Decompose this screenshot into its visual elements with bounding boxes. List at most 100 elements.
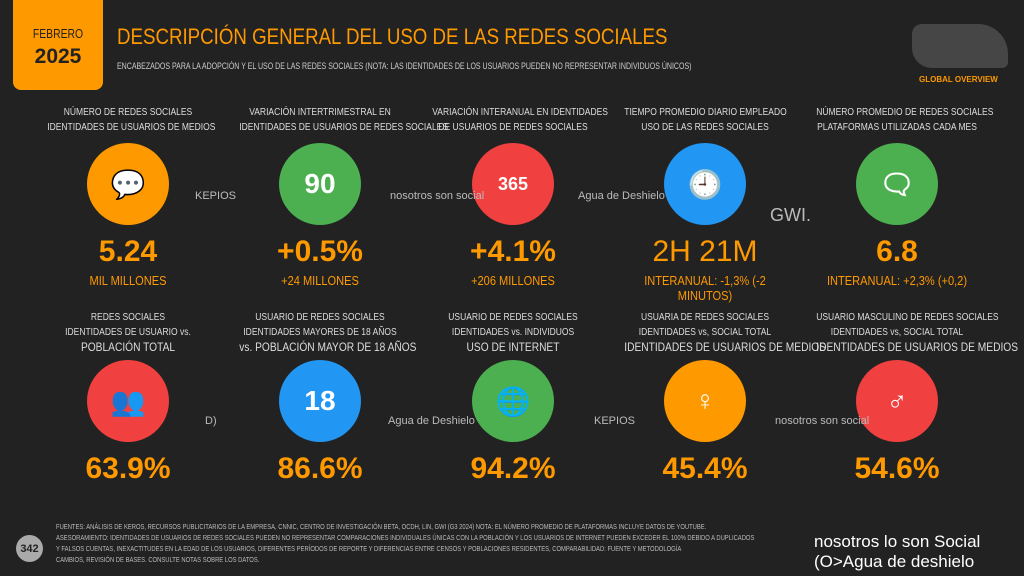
page-subtitle: ENCABEZADOS PARA LA ADOPCIÓN Y EL USO DE… xyxy=(117,61,692,71)
stat-subvalue: MIL MILLONES xyxy=(89,273,167,288)
stat-label: USUARIO DE REDES SOCIALES IDENTIDADES MA… xyxy=(239,310,416,358)
label-line: IDENTIDADES DE USUARIOS DE MEDIOS xyxy=(624,340,827,354)
stat-value: 94.2% xyxy=(470,452,556,485)
calendar-90-icon: 90 xyxy=(279,143,361,225)
calendar-365-icon: 365 xyxy=(472,143,554,225)
stat-value: 5.24 xyxy=(98,235,158,268)
stat-card: USUARIO DE REDES SOCIALES IDENTIDADES MA… xyxy=(225,310,416,490)
partner-logo: Agua de Deshielo xyxy=(388,415,475,427)
partner-logo: D) xyxy=(205,415,217,427)
footer-notes: FUENTES: ANÁLISIS DE KEROS, RECURSOS PUB… xyxy=(56,521,836,565)
footer-line: FUENTES: ANÁLISIS DE KEROS, RECURSOS PUB… xyxy=(56,522,707,531)
stat-card: NÚMERO DE REDES SOCIALES IDENTIDADES DE … xyxy=(33,105,223,288)
global-overview-label: GLOBAL OVERVIEW xyxy=(919,75,998,84)
footer-line: Y FALSOS CUENTAS, INEXACTITUDES EN LA ED… xyxy=(56,544,682,553)
stat-subvalue: +206 MILLONES xyxy=(471,273,555,288)
stat-subvalue: INTERANUAL: +2,3% (+0,2) xyxy=(826,273,968,288)
adults-18-icon: 18 xyxy=(279,360,361,442)
stat-label: NÚMERO PROMEDIO DE REDES SOCIALES PLATAF… xyxy=(816,105,994,153)
label-line: USUARIA DE REDES SOCIALES xyxy=(640,312,770,323)
female-icon: ♀ xyxy=(664,360,746,442)
stat-subvalue: +24 MILLONES xyxy=(281,273,359,288)
icon-glyph: 18 xyxy=(304,385,336,416)
label-line: NÚMERO PROMEDIO DE REDES SOCIALES xyxy=(816,107,994,118)
label-line: POBLACIÓN TOTAL xyxy=(80,340,176,354)
icon-glyph: 🕘 xyxy=(687,168,723,200)
label-line: DE USUARIOS DE REDES SOCIALES xyxy=(438,122,588,133)
stat-value: 6.8 xyxy=(876,235,918,268)
label-line: NÚMERO DE REDES SOCIALES xyxy=(63,107,193,118)
chat-bubbles-icon: 💬 xyxy=(87,143,169,225)
stat-card: NÚMERO PROMEDIO DE REDES SOCIALES PLATAF… xyxy=(802,105,994,288)
stat-value: 86.6% xyxy=(277,452,363,485)
month: FEBRERO xyxy=(32,26,84,41)
stat-card: USUARIO DE REDES SOCIALES IDENTIDADES vs… xyxy=(418,310,608,490)
label-line: VARIACIÓN INTERTRIMESTRAL EN xyxy=(249,107,391,118)
stat-value: 54.6% xyxy=(854,452,940,485)
stat-value: 63.9% xyxy=(85,452,171,485)
label-line: IDENTIDADES vs. INDIVIDUOS xyxy=(451,327,575,338)
icon-glyph: 🗨 xyxy=(879,168,915,200)
stat-card: TIEMPO PROMEDIO DIARIO EMPLEADO USO DE L… xyxy=(610,105,800,303)
label-line: IDENTIDADES DE USUARIO vs. xyxy=(65,327,191,338)
stat-label: TIEMPO PROMEDIO DIARIO EMPLEADO USO DE L… xyxy=(624,105,786,153)
label-line: IDENTIDADES DE USUARIOS DE REDES SOCIALE… xyxy=(239,122,449,133)
stat-label: USUARIA DE REDES SOCIALES IDENTIDADES vs… xyxy=(624,310,827,358)
page-number: 342 xyxy=(16,535,43,562)
people-group-icon: 👥 xyxy=(87,360,169,442)
date-badge: FEBRERO 2025 xyxy=(13,0,103,90)
stat-card: VARIACIÓN INTERTRIMESTRAL EN IDENTIDADES… xyxy=(225,105,449,288)
label-line: USO DE LAS REDES SOCIALES xyxy=(641,122,769,133)
clock-icon: 🕘 xyxy=(664,143,746,225)
partner-logo: GWI. xyxy=(770,205,811,225)
icon-glyph: 365 xyxy=(497,173,529,194)
label-line: VARIACIÓN INTERANUAL EN IDENTIDADES xyxy=(432,107,608,118)
stat-value: 2H 21M xyxy=(652,235,758,268)
globe-icon: 🌐 xyxy=(472,360,554,442)
icon-glyph: ♀ xyxy=(694,385,716,416)
label-line: IDENTIDADES MAYORES DE 18 AÑOS xyxy=(243,327,397,338)
label-line: IDENTIDADES vs, SOCIAL TOTAL xyxy=(638,327,772,338)
icon-glyph: 👥 xyxy=(110,385,146,417)
world-map-icon xyxy=(912,24,1008,68)
stat-label: VARIACIÓN INTERTRIMESTRAL EN IDENTIDADES… xyxy=(239,105,449,153)
label-line: USUARIO DE REDES SOCIALES xyxy=(255,312,385,323)
stat-label: VARIACIÓN INTERANUAL EN IDENTIDADES DE U… xyxy=(432,105,608,153)
stat-subvalue: INTERANUAL: -1,3% (-2 MINUTOS) xyxy=(644,273,766,303)
partner-logo: nosotros son social xyxy=(390,190,485,202)
label-line: IDENTIDADES DE USUARIOS DE MEDIOS xyxy=(47,122,216,133)
stat-value: +0.5% xyxy=(277,235,363,268)
label-line: USUARIO DE REDES SOCIALES xyxy=(448,312,578,323)
label-line: USO DE INTERNET xyxy=(466,340,560,354)
label-line: IDENTIDADES DE USUARIOS DE MEDIOS xyxy=(816,340,1019,354)
footer-line: ASESORAMIENTO: IDENTIDADES DE USUARIOS D… xyxy=(56,533,755,542)
partner-logo: KEPIOS xyxy=(195,190,236,202)
label-line: USUARIO MASCULINO DE REDES SOCIALES xyxy=(816,312,999,323)
stat-card: VARIACIÓN INTERANUAL EN IDENTIDADES DE U… xyxy=(418,105,608,288)
stat-value: +4.1% xyxy=(470,235,556,268)
year: 2025 xyxy=(34,45,82,68)
icon-glyph: ♂ xyxy=(886,385,908,416)
partner-logo: nosotros son social xyxy=(775,415,870,427)
label-line: TIEMPO PROMEDIO DIARIO EMPLEADO xyxy=(624,107,787,118)
stat-value: 45.4% xyxy=(662,452,748,485)
stacked-apps-icon: 🗨 xyxy=(856,143,938,225)
stat-label: USUARIO DE REDES SOCIALES IDENTIDADES vs… xyxy=(432,310,594,358)
label-line: PLATAFORMAS UTILIZADAS CADA MES xyxy=(817,122,977,133)
partner-logo: Agua de Deshielo xyxy=(578,190,665,202)
icon-glyph: 90 xyxy=(304,168,336,199)
footer-line: CAMBIOS, REVISIÓN DE BASES. CONSULTE NOT… xyxy=(56,555,260,564)
stat-card: USUARIO MASCULINO DE REDES SOCIALES IDEN… xyxy=(802,310,1019,490)
page-title: DESCRIPCIÓN GENERAL DEL USO DE LAS REDES… xyxy=(117,24,668,49)
stat-label: NÚMERO DE REDES SOCIALES IDENTIDADES DE … xyxy=(47,105,216,153)
brand-logo: nosotros lo son Social (O>Agua de deshie… xyxy=(814,532,981,571)
partner-logo: KEPIOS xyxy=(594,415,635,427)
icon-glyph: 💬 xyxy=(110,168,146,200)
stat-card: REDES SOCIALES IDENTIDADES DE USUARIO vs… xyxy=(33,310,223,490)
stat-label: USUARIO MASCULINO DE REDES SOCIALES IDEN… xyxy=(816,310,1019,358)
label-line: REDES SOCIALES xyxy=(90,312,166,323)
label-line: IDENTIDADES vs, SOCIAL TOTAL xyxy=(830,327,964,338)
male-icon: ♂ xyxy=(856,360,938,442)
icon-glyph: 🌐 xyxy=(495,385,531,417)
stat-card: USUARIA DE REDES SOCIALES IDENTIDADES vs… xyxy=(610,310,827,490)
